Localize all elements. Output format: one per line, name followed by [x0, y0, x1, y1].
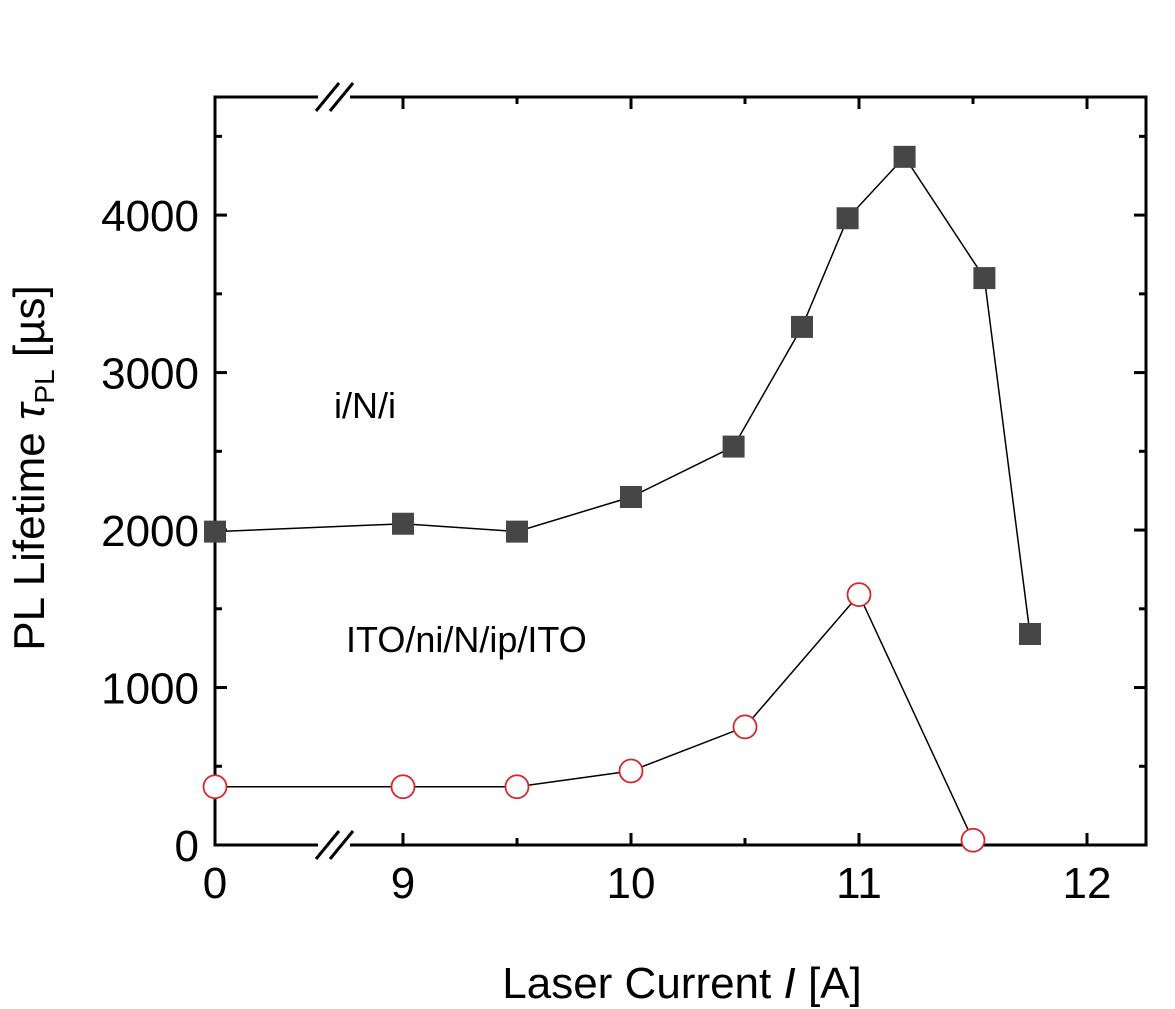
y-tick-label: 1000 [101, 665, 199, 714]
y-axis-title-suffix: [µs] [5, 285, 54, 369]
top-axis-break-line-1 [314, 82, 341, 112]
top-axis-break-line-2 [328, 82, 355, 112]
x-tick-label: 0 [203, 859, 227, 908]
series-0-point-1 [392, 512, 414, 535]
x-axis-title-variable: I [783, 959, 795, 1008]
series-0 [204, 145, 1041, 645]
series-1-point-4 [732, 714, 758, 740]
y-axis-title-symbol: τ [5, 401, 54, 420]
series-0-point-6 [836, 207, 859, 230]
annotation-ito-ni-n-ip-ito: ITO/ni/N/ip/ITO [346, 619, 587, 660]
x-axis-title: Laser Current I [A] [502, 959, 862, 1008]
y-axis-title-prefix: PL Lifetime [5, 420, 54, 651]
series-0-point-8 [973, 267, 996, 290]
series-1-point-1 [390, 774, 416, 800]
series-1-line [215, 593, 974, 841]
x-tick-label: 11 [836, 859, 882, 908]
series-1-point-5 [846, 582, 872, 608]
top-axis-break-gap [318, 92, 350, 103]
x-tick-label: 9 [391, 859, 415, 908]
series-0-point-5 [791, 315, 813, 338]
series-0-point-3 [620, 485, 642, 508]
series-0-point-4 [722, 435, 745, 458]
series-1 [202, 582, 986, 853]
series-1-point-2 [504, 774, 530, 800]
y-tick-label: 0 [175, 822, 199, 871]
series-0-line [214, 155, 1031, 635]
x-axis-title-suffix: [A] [796, 959, 862, 1008]
x-tick-label: 12 [1063, 859, 1112, 908]
y-ticks: 0 1000 2000 3000 4000 [101, 134, 1146, 871]
bottom-axis-break-line-1 [314, 830, 341, 860]
series-0-point-0 [204, 520, 226, 543]
plot-frame [213, 95, 1148, 847]
series-1-point-0 [202, 774, 228, 800]
bottom-axis-break-line-2 [328, 830, 355, 860]
series-0-point-7 [893, 145, 916, 168]
axis-break-marks [314, 82, 355, 860]
y-tick-label: 4000 [101, 192, 199, 241]
y-tick-label: 2000 [101, 507, 199, 556]
bottom-axis-break-gap [318, 840, 350, 851]
annotation-i-n-i: i/N/i [334, 385, 396, 426]
series-1-point-3 [618, 758, 644, 784]
series-layer [202, 145, 1041, 853]
y-tick-label: 3000 [101, 350, 199, 399]
x-tick-label: 10 [607, 859, 656, 908]
y-axis-title: PL Lifetime τPL [µs] [5, 285, 60, 650]
x-axis-title-prefix: Laser Current [502, 959, 783, 1008]
series-1-point-6 [960, 827, 986, 853]
x-ticks: 0 9 10 11 12 [203, 97, 1112, 908]
series-0-point-9 [1019, 622, 1041, 645]
series-0-point-2 [506, 520, 528, 543]
y-axis-title-subscript: PL [29, 369, 60, 403]
